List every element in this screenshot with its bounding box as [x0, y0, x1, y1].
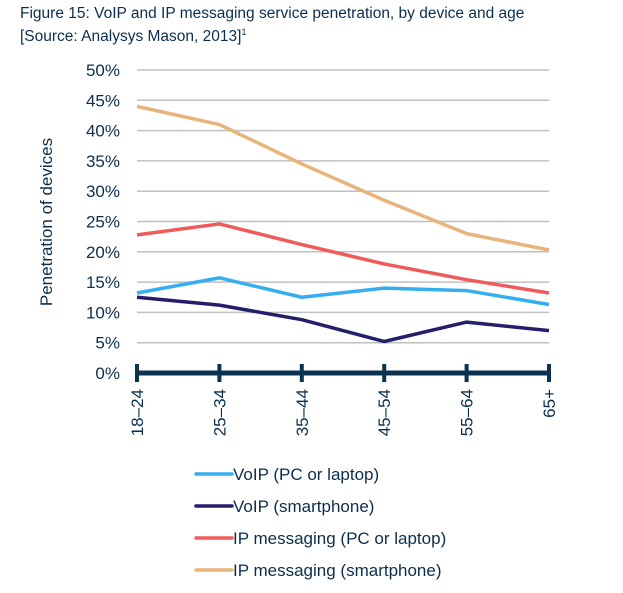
chart-source-text: [Source: Analysys Mason, 2013]: [20, 28, 242, 46]
y-tick-label: 0%: [95, 364, 120, 383]
y-tick-label: 35%: [86, 152, 120, 171]
y-tick-label: 20%: [86, 243, 120, 262]
legend-label: IP messaging (PC or laptop): [233, 529, 446, 548]
x-tick-label: 35–44: [293, 389, 312, 436]
series-line: [136, 104, 550, 252]
footnote-marker: 1: [241, 27, 247, 37]
y-axis-ticks: 0% 5% 10% 15% 20% 25% 30% 35% 40% 45% 50%: [86, 61, 120, 383]
legend: VoIP (PC or laptop) VoIP (smartphone) IP m…: [194, 465, 446, 580]
x-axis-ticks: 18–24 25–34 35–44 45–54 55–64 65+: [128, 389, 559, 436]
legend-item: VoIP (PC or laptop): [194, 465, 379, 484]
x-tick-label: 65+: [540, 389, 559, 418]
y-tick-label: 45%: [86, 91, 120, 110]
y-tick-label: 10%: [86, 303, 120, 322]
x-tick-label: 45–54: [375, 389, 394, 436]
chart-title-text: Figure 15: VoIP and IP messaging service…: [20, 5, 525, 22]
x-tick-label: 55–64: [458, 389, 477, 436]
legend-item: IP messaging (PC or laptop): [194, 529, 446, 548]
x-axis: [135, 364, 551, 382]
y-tick-label: 5%: [95, 334, 120, 353]
y-tick-label: 50%: [86, 61, 120, 80]
y-tick-label: 25%: [86, 213, 120, 232]
y-tick-label: 40%: [86, 122, 120, 141]
gridlines: [137, 69, 549, 344]
legend-item: VoIP (smartphone): [194, 497, 374, 516]
y-tick-label: 15%: [86, 273, 120, 292]
legend-label: VoIP (PC or laptop): [233, 465, 379, 484]
x-tick-label: 18–24: [128, 389, 147, 436]
legend-item: IP messaging (smartphone): [194, 561, 442, 580]
series-line: [136, 222, 550, 295]
y-axis-label: Penetration of devices: [37, 138, 56, 306]
legend-label: IP messaging (smartphone): [233, 561, 442, 580]
legend-label: VoIP (smartphone): [233, 497, 374, 516]
x-tick-label: 25–34: [210, 389, 229, 436]
y-tick-label: 30%: [86, 182, 120, 201]
series-lines: [136, 104, 550, 344]
chart-title: Figure 15: VoIP and IP messaging service…: [20, 4, 524, 46]
series-line: [136, 295, 550, 344]
chart-source: [Source: Analysys Mason, 2013]1: [20, 23, 524, 46]
series-line: [136, 276, 550, 307]
